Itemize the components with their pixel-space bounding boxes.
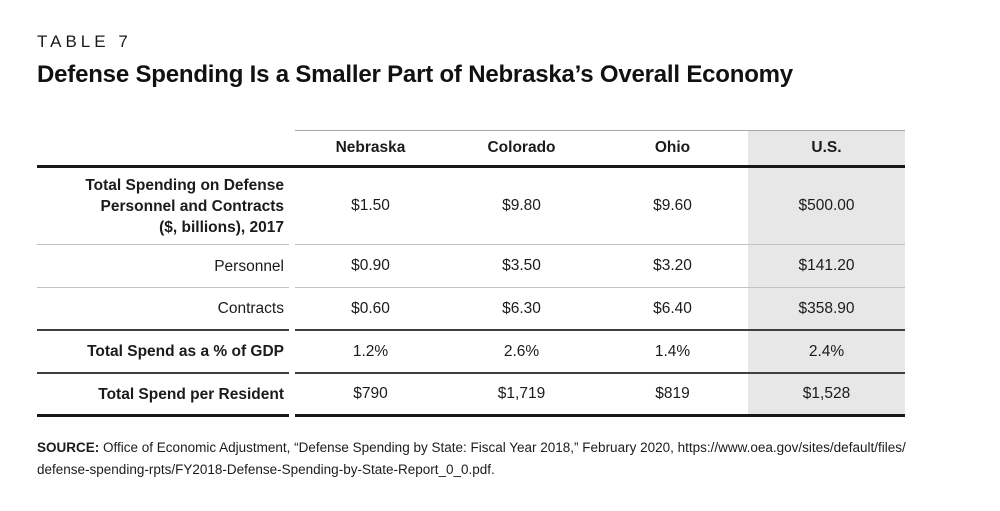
row-label-line: ($, billions), 2017	[159, 218, 284, 236]
cell-value: $6.40	[597, 288, 748, 331]
row-label: Personnel	[37, 245, 289, 288]
cell-value: $6.30	[446, 288, 597, 331]
cell-value: $9.80	[446, 168, 597, 245]
table-header-row: Nebraska Colorado Ohio U.S.	[37, 130, 905, 168]
cell-value: 1.2%	[295, 331, 446, 374]
cell-value: $0.60	[295, 288, 446, 331]
cell-value: $1.50	[295, 168, 446, 245]
defense-spending-table: Nebraska Colorado Ohio U.S. Total Spendi…	[37, 130, 905, 417]
column-header-us: U.S.	[748, 130, 905, 168]
cell-value: $1,719	[446, 374, 597, 417]
cell-value: 1.4%	[597, 331, 748, 374]
cell-value: 2.6%	[446, 331, 597, 374]
cell-value: $790	[295, 374, 446, 417]
row-label-line: Total Spending on Defense	[85, 176, 284, 194]
cell-value: $819	[597, 374, 748, 417]
cell-value: $1,528	[748, 374, 905, 417]
source-line: Office of Economic Adjustment, “Defense …	[103, 440, 906, 455]
row-label: Total Spend as a % of GDP	[37, 331, 289, 374]
table-row-personnel: Personnel $0.90 $3.50 $3.20 $141.20	[37, 245, 905, 288]
header-empty-cell	[37, 130, 289, 168]
source-prefix: SOURCE:	[37, 440, 100, 455]
cell-value: $3.50	[446, 245, 597, 288]
table-number-label: TABLE 7	[37, 32, 132, 51]
cell-value: $141.20	[748, 245, 905, 288]
row-label: Contracts	[37, 288, 289, 331]
cell-value: $3.20	[597, 245, 748, 288]
table-row-total-spending: Total Spending on Defense Personnel and …	[37, 168, 905, 245]
report-figure: TABLE 7 Defense Spending Is a Smaller Pa…	[37, 32, 997, 481]
column-header-colorado: Colorado	[446, 130, 597, 168]
row-label: Total Spending on Defense Personnel and …	[37, 168, 289, 245]
cell-value: $500.00	[748, 168, 905, 245]
row-label-line: Personnel and Contracts	[100, 197, 284, 215]
table-row-percent-gdp: Total Spend as a % of GDP 1.2% 2.6% 1.4%…	[37, 331, 905, 374]
header-gap-cell	[289, 130, 295, 168]
cell-value: $9.60	[597, 168, 748, 245]
source-note: SOURCE: Office of Economic Adjustment, “…	[37, 437, 997, 481]
column-header-ohio: Ohio	[597, 130, 748, 168]
source-line: defense-spending-rpts/FY2018-Defense-Spe…	[37, 462, 495, 477]
cell-value: $358.90	[748, 288, 905, 331]
table-row-per-resident: Total Spend per Resident $790 $1,719 $81…	[37, 374, 905, 417]
figure-title: Defense Spending Is a Smaller Part of Ne…	[37, 61, 793, 88]
table-row-contracts: Contracts $0.60 $6.30 $6.40 $358.90	[37, 288, 905, 331]
column-header-nebraska: Nebraska	[295, 130, 446, 168]
cell-value: 2.4%	[748, 331, 905, 374]
row-label: Total Spend per Resident	[37, 374, 289, 417]
cell-value: $0.90	[295, 245, 446, 288]
